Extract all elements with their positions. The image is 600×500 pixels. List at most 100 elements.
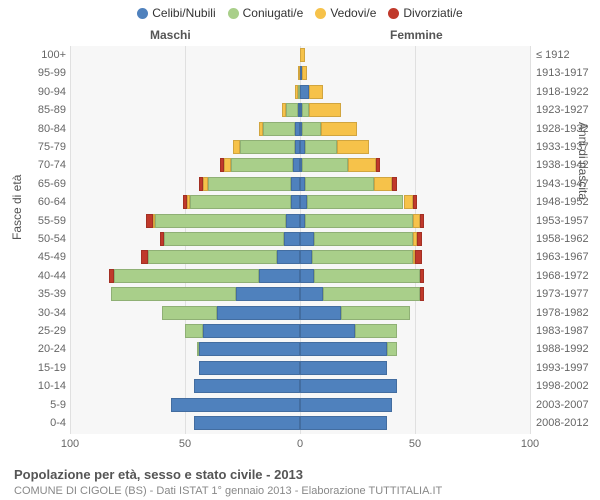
segment-coniugati bbox=[302, 103, 309, 117]
segment-celibi bbox=[199, 342, 300, 356]
y-label-age: 65-69 bbox=[30, 178, 66, 190]
age-row bbox=[70, 304, 530, 322]
age-row bbox=[70, 101, 530, 119]
plot-area bbox=[70, 46, 530, 434]
segment-celibi bbox=[286, 214, 300, 228]
segment-vedovi bbox=[224, 158, 231, 172]
segment-celibi bbox=[203, 324, 300, 338]
y-label-birthyear: 1943-1947 bbox=[536, 178, 589, 190]
age-row bbox=[70, 267, 530, 285]
bar-right bbox=[300, 250, 422, 264]
segment-coniugati bbox=[314, 232, 413, 246]
segment-vedovi bbox=[282, 103, 287, 117]
y-label-birthyear: 1918-1922 bbox=[536, 86, 589, 98]
segment-vedovi bbox=[300, 48, 305, 62]
segment-celibi bbox=[194, 379, 300, 393]
age-row bbox=[70, 46, 530, 64]
segment-vedovi bbox=[295, 85, 297, 99]
y-label-age: 0-4 bbox=[30, 417, 66, 429]
bar-left bbox=[194, 379, 300, 393]
y-label-birthyear: 1953-1957 bbox=[536, 215, 589, 227]
segment-coniugati bbox=[231, 158, 293, 172]
bar-right bbox=[300, 122, 358, 136]
legend-label: Divorziati/e bbox=[403, 6, 462, 20]
bar-left bbox=[171, 398, 300, 412]
y-label-birthyear: 1993-1997 bbox=[536, 362, 589, 374]
y-label-birthyear: 1958-1962 bbox=[536, 233, 589, 245]
bar-right bbox=[300, 177, 397, 191]
segment-divorziati bbox=[199, 177, 204, 191]
bar-right bbox=[300, 398, 392, 412]
bar-right bbox=[300, 195, 417, 209]
segment-celibi bbox=[259, 269, 300, 283]
segment-vedovi bbox=[374, 177, 392, 191]
segment-divorziati bbox=[392, 177, 397, 191]
segment-celibi bbox=[300, 324, 355, 338]
bar-right bbox=[300, 85, 323, 99]
segment-celibi bbox=[277, 250, 300, 264]
bar-left bbox=[199, 361, 300, 375]
y-label-age: 20-24 bbox=[30, 343, 66, 355]
y-label-age: 25-29 bbox=[30, 325, 66, 337]
bar-left bbox=[185, 324, 300, 338]
segment-divorziati bbox=[146, 214, 153, 228]
legend-label: Coniugati/e bbox=[243, 6, 304, 20]
segment-celibi bbox=[300, 306, 341, 320]
y-label-birthyear: 1983-1987 bbox=[536, 325, 589, 337]
segment-divorziati bbox=[220, 158, 225, 172]
segment-divorziati bbox=[376, 158, 381, 172]
segment-celibi bbox=[199, 361, 300, 375]
age-row bbox=[70, 248, 530, 266]
segment-vedovi bbox=[153, 214, 155, 228]
segment-vedovi bbox=[337, 140, 369, 154]
segment-divorziati bbox=[417, 232, 422, 246]
bar-right bbox=[300, 66, 307, 80]
bar-right bbox=[300, 140, 369, 154]
bar-left bbox=[109, 269, 300, 283]
segment-coniugati bbox=[155, 214, 286, 228]
segment-coniugati bbox=[312, 250, 413, 264]
y-label-birthyear: 2008-2012 bbox=[536, 417, 589, 429]
y-label-birthyear: 1913-1917 bbox=[536, 67, 589, 79]
y-label-age: 40-44 bbox=[30, 270, 66, 282]
segment-celibi bbox=[300, 195, 307, 209]
segment-vedovi bbox=[309, 85, 323, 99]
legend-swatch bbox=[228, 8, 239, 19]
x-tick-label: 0 bbox=[297, 438, 303, 450]
y-label-age: 75-79 bbox=[30, 141, 66, 153]
bar-right bbox=[300, 379, 397, 393]
bar-left bbox=[146, 214, 300, 228]
x-tick-label: 100 bbox=[521, 438, 539, 450]
y-label-age: 60-64 bbox=[30, 196, 66, 208]
age-row bbox=[70, 212, 530, 230]
age-row bbox=[70, 83, 530, 101]
age-row bbox=[70, 175, 530, 193]
segment-divorziati bbox=[420, 214, 425, 228]
bar-right bbox=[300, 361, 387, 375]
y-label-birthyear: 1968-1972 bbox=[536, 270, 589, 282]
chart-title: Popolazione per età, sesso e stato civil… bbox=[14, 467, 303, 482]
segment-celibi bbox=[300, 250, 312, 264]
x-tick-label: 50 bbox=[179, 438, 191, 450]
segment-divorziati bbox=[183, 195, 188, 209]
y-label-age: 5-9 bbox=[30, 399, 66, 411]
segment-celibi bbox=[171, 398, 300, 412]
segment-divorziati bbox=[420, 269, 425, 283]
segment-celibi bbox=[236, 287, 300, 301]
y-label-age: 45-49 bbox=[30, 251, 66, 263]
bar-right bbox=[300, 342, 397, 356]
segment-coniugati bbox=[263, 122, 295, 136]
segment-coniugati bbox=[185, 324, 203, 338]
legend-swatch bbox=[137, 8, 148, 19]
x-tick-label: 100 bbox=[61, 438, 79, 450]
legend-item: Coniugati/e bbox=[228, 6, 304, 20]
y-axis-title-left: Fasce di età bbox=[10, 175, 24, 240]
legend-swatch bbox=[315, 8, 326, 19]
chart-subtitle: COMUNE DI CIGOLE (BS) - Dati ISTAT 1° ge… bbox=[14, 485, 442, 497]
population-pyramid-chart: Celibi/NubiliConiugati/eVedovi/eDivorzia… bbox=[0, 0, 600, 500]
age-row bbox=[70, 396, 530, 414]
y-label-age: 95-99 bbox=[30, 67, 66, 79]
bar-right bbox=[300, 306, 410, 320]
bar-left bbox=[259, 122, 300, 136]
age-row bbox=[70, 64, 530, 82]
